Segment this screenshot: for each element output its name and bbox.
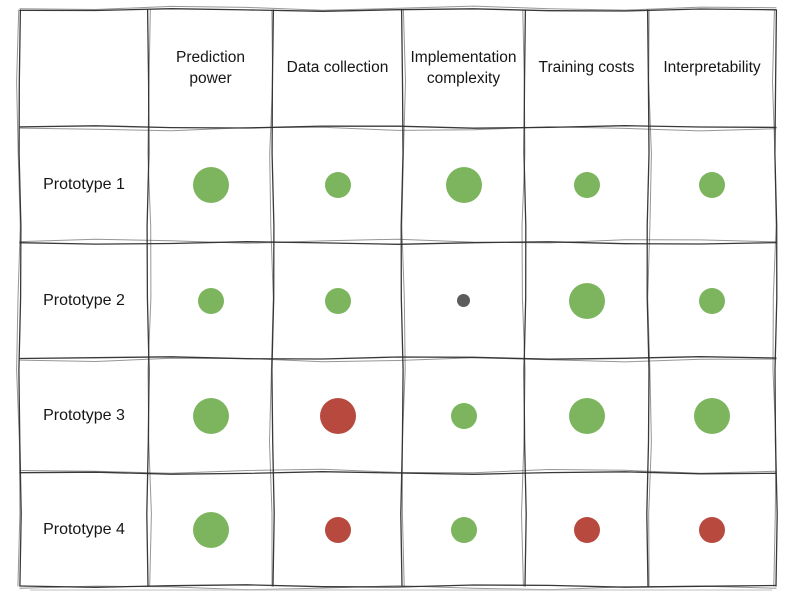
matrix-cell: [648, 358, 776, 473]
rating-dot: [699, 287, 725, 314]
rating-dot: [192, 167, 229, 203]
matrix-cell: [273, 127, 402, 243]
column-header-data-collection: Data collection: [273, 10, 402, 127]
row-label-prototype-4: Prototype 4: [20, 473, 148, 586]
rating-dot: [699, 172, 725, 198]
matrix-cell: [525, 243, 648, 358]
column-header-implementation-complexity: Implementation complexity: [402, 10, 525, 127]
column-header-label: Data collection: [286, 59, 389, 77]
column-header-label: Implementation complexity: [410, 49, 517, 87]
matrix-cell: [525, 127, 648, 243]
rating-dot: [568, 397, 605, 434]
row-label: Prototype 3: [43, 406, 125, 424]
row-label-prototype-2: Prototype 2: [20, 243, 148, 358]
rating-dot: [192, 397, 229, 434]
matrix-cell: [648, 243, 776, 358]
matrix-cell: [148, 358, 273, 473]
matrix-cell: [402, 127, 525, 243]
matrix-cell: [402, 473, 525, 586]
matrix-cell: [648, 127, 776, 243]
rating-dot: [450, 516, 477, 543]
rating-dot: [324, 287, 351, 314]
matrix-cell: [402, 358, 525, 473]
matrix-cell: [402, 243, 525, 358]
row-label: Prototype 2: [43, 291, 125, 309]
rating-dot: [573, 172, 600, 198]
row-label: Prototype 4: [43, 520, 125, 538]
column-header-label: Training costs: [538, 59, 635, 77]
rating-dot: [324, 172, 351, 198]
row-label-prototype-1: Prototype 1: [20, 127, 148, 243]
matrix-cell: [648, 473, 776, 586]
corner-cell: [20, 10, 148, 127]
rating-dot: [192, 511, 229, 548]
matrix-cell: [273, 358, 402, 473]
column-header-label: Prediction power: [176, 49, 245, 87]
row-label: Prototype 1: [43, 176, 125, 193]
row-label-prototype-3: Prototype 3: [20, 358, 148, 473]
rating-dot: [445, 167, 482, 203]
rating-dot: [324, 516, 351, 543]
matrix-cell: [273, 473, 402, 586]
column-header-label: Interpretability: [663, 59, 761, 77]
column-header-training-costs: Training costs: [525, 10, 648, 127]
matrix-cell: [148, 243, 273, 358]
matrix-cell: [525, 358, 648, 473]
matrix-cell: [148, 127, 273, 243]
column-header-interpretability: Interpretability: [648, 10, 776, 127]
rating-dot: [568, 282, 605, 319]
column-header-prediction-power: Prediction power: [148, 10, 273, 127]
matrix-cell: [273, 243, 402, 358]
matrix-cell: [525, 473, 648, 586]
rating-dot: [573, 516, 600, 543]
rating-dot: [699, 516, 725, 543]
rating-dot: [197, 287, 224, 314]
prototype-comparison-matrix: Prediction power Data collection Impleme…: [20, 10, 776, 586]
rating-dot: [319, 397, 356, 434]
rating-dot: [457, 294, 470, 307]
rating-dot: [694, 397, 730, 434]
rating-dot: [450, 402, 477, 429]
matrix-cell: [148, 473, 273, 586]
